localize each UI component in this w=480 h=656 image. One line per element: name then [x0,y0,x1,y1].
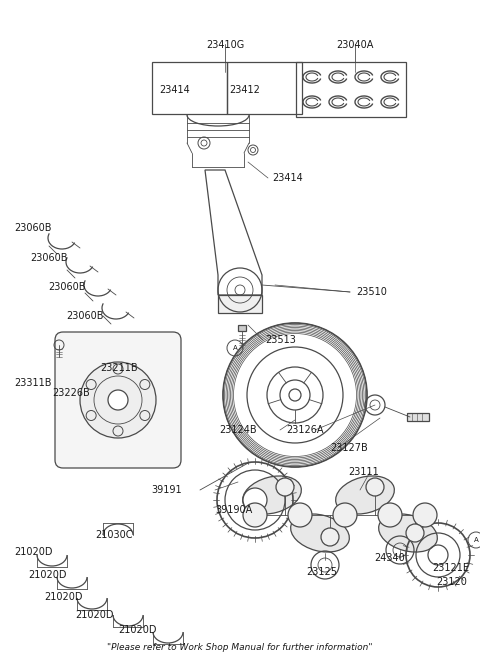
Text: 23111: 23111 [348,467,379,477]
Text: 23410G: 23410G [206,40,244,50]
Circle shape [333,503,357,527]
Circle shape [378,503,402,527]
Circle shape [366,478,384,496]
Text: 23127B: 23127B [330,443,368,453]
Text: 23211B: 23211B [100,363,138,373]
Circle shape [289,389,301,401]
Text: 23126A: 23126A [286,425,324,435]
Bar [152,62,227,114]
Text: 21030C: 21030C [95,530,132,540]
Text: 23060B: 23060B [14,223,51,233]
Text: 21020D: 21020D [44,592,83,602]
Ellipse shape [243,476,301,514]
Text: 23125: 23125 [307,567,337,577]
Circle shape [243,503,267,527]
Text: 23060B: 23060B [48,282,85,292]
Bar [218,295,262,313]
Text: 21020D: 21020D [14,547,52,557]
Text: 23120: 23120 [436,577,467,587]
Text: 23226B: 23226B [52,388,90,398]
Text: "Please refer to Work Shop Manual for further information": "Please refer to Work Shop Manual for fu… [107,644,373,653]
Text: 21020D: 21020D [28,570,67,580]
FancyBboxPatch shape [55,332,181,468]
Circle shape [243,488,267,512]
Text: 23124B: 23124B [219,425,257,435]
Text: 23510: 23510 [356,287,387,297]
Circle shape [413,503,437,527]
Text: 23513: 23513 [265,335,296,345]
Circle shape [80,362,156,438]
Text: 23040A: 23040A [336,40,374,50]
Text: 21020D: 21020D [118,625,156,635]
Polygon shape [205,170,262,295]
Circle shape [288,503,312,527]
Bar [407,413,429,421]
Text: A: A [474,537,479,543]
Circle shape [321,528,339,546]
Bar [296,62,406,117]
Text: 23414: 23414 [160,85,191,95]
Bar [238,325,246,331]
Ellipse shape [379,514,437,552]
Text: 39190A: 39190A [215,505,252,515]
Circle shape [276,478,294,496]
Text: 39191: 39191 [151,485,182,495]
Circle shape [406,524,424,542]
Text: 23412: 23412 [229,85,261,95]
Text: 23311B: 23311B [14,378,51,388]
Text: A: A [233,345,238,351]
Ellipse shape [336,476,395,514]
Circle shape [108,390,128,410]
Text: 23414: 23414 [272,173,303,183]
Text: 23060B: 23060B [30,253,68,263]
Bar [227,62,302,114]
Text: 24340: 24340 [374,553,406,563]
Text: 23121E: 23121E [432,563,469,573]
Text: 21020D: 21020D [75,610,113,620]
Text: 23060B: 23060B [66,311,104,321]
Ellipse shape [291,514,349,552]
